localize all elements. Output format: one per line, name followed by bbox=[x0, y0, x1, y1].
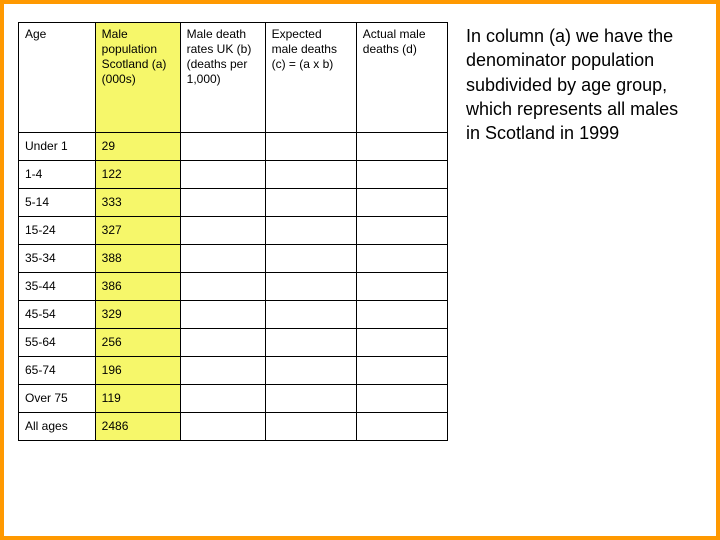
cell-pop: 386 bbox=[95, 273, 180, 301]
cell-rate bbox=[180, 245, 265, 273]
cell-pop: 29 bbox=[95, 133, 180, 161]
table-row: 1-4 122 bbox=[19, 161, 448, 189]
cell-rate bbox=[180, 273, 265, 301]
table-row: Under 1 29 bbox=[19, 133, 448, 161]
table-row: 55-64 256 bbox=[19, 329, 448, 357]
cell-rate bbox=[180, 301, 265, 329]
cell-pop: 256 bbox=[95, 329, 180, 357]
col-header-rate: Male death rates UK (b) (deaths per 1,00… bbox=[180, 23, 265, 133]
table-row: All ages 2486 bbox=[19, 413, 448, 441]
cell-rate bbox=[180, 357, 265, 385]
cell-pop: 196 bbox=[95, 357, 180, 385]
cell-exp bbox=[265, 301, 356, 329]
cell-act bbox=[356, 273, 447, 301]
cell-act bbox=[356, 161, 447, 189]
cell-rate bbox=[180, 189, 265, 217]
cell-exp bbox=[265, 133, 356, 161]
explanatory-caption: In column (a) we have the denominator po… bbox=[466, 22, 702, 518]
cell-rate bbox=[180, 133, 265, 161]
cell-age: Over 75 bbox=[19, 385, 96, 413]
table-row: 15-24 327 bbox=[19, 217, 448, 245]
col-header-exp: Expected male deaths (c) = (a x b) bbox=[265, 23, 356, 133]
table-row: 5-14 333 bbox=[19, 189, 448, 217]
cell-exp bbox=[265, 217, 356, 245]
cell-age: 35-34 bbox=[19, 245, 96, 273]
cell-act bbox=[356, 217, 447, 245]
cell-act bbox=[356, 357, 447, 385]
col-header-age: Age bbox=[19, 23, 96, 133]
cell-exp bbox=[265, 161, 356, 189]
cell-age: 15-24 bbox=[19, 217, 96, 245]
cell-exp bbox=[265, 357, 356, 385]
population-table: Age Male population Scotland (a) (000s) … bbox=[18, 22, 448, 441]
cell-rate bbox=[180, 329, 265, 357]
cell-rate bbox=[180, 161, 265, 189]
col-header-act: Actual male deaths (d) bbox=[356, 23, 447, 133]
cell-exp bbox=[265, 413, 356, 441]
cell-rate bbox=[180, 413, 265, 441]
cell-rate bbox=[180, 385, 265, 413]
cell-act bbox=[356, 413, 447, 441]
cell-exp bbox=[265, 189, 356, 217]
cell-pop: 122 bbox=[95, 161, 180, 189]
cell-age: 55-64 bbox=[19, 329, 96, 357]
cell-pop: 119 bbox=[95, 385, 180, 413]
cell-age: 1-4 bbox=[19, 161, 96, 189]
cell-age: 35-44 bbox=[19, 273, 96, 301]
cell-rate bbox=[180, 217, 265, 245]
cell-age: 65-74 bbox=[19, 357, 96, 385]
col-header-pop: Male population Scotland (a) (000s) bbox=[95, 23, 180, 133]
table-row: 65-74 196 bbox=[19, 357, 448, 385]
cell-age: All ages bbox=[19, 413, 96, 441]
cell-act bbox=[356, 301, 447, 329]
cell-act bbox=[356, 133, 447, 161]
cell-act bbox=[356, 189, 447, 217]
cell-exp bbox=[265, 329, 356, 357]
table-row: 35-44 386 bbox=[19, 273, 448, 301]
table-body: Under 1 29 1-4 122 5-14 333 bbox=[19, 133, 448, 441]
table-row: 35-34 388 bbox=[19, 245, 448, 273]
table-row: 45-54 329 bbox=[19, 301, 448, 329]
cell-pop: 2486 bbox=[95, 413, 180, 441]
cell-act bbox=[356, 245, 447, 273]
cell-act bbox=[356, 329, 447, 357]
cell-pop: 327 bbox=[95, 217, 180, 245]
cell-age: Under 1 bbox=[19, 133, 96, 161]
cell-exp bbox=[265, 245, 356, 273]
table-header-row: Age Male population Scotland (a) (000s) … bbox=[19, 23, 448, 133]
slide-frame: Age Male population Scotland (a) (000s) … bbox=[0, 0, 720, 540]
cell-pop: 388 bbox=[95, 245, 180, 273]
table-row: Over 75 119 bbox=[19, 385, 448, 413]
cell-exp bbox=[265, 385, 356, 413]
cell-act bbox=[356, 385, 447, 413]
cell-pop: 333 bbox=[95, 189, 180, 217]
cell-age: 5-14 bbox=[19, 189, 96, 217]
cell-exp bbox=[265, 273, 356, 301]
data-table-wrap: Age Male population Scotland (a) (000s) … bbox=[18, 22, 448, 518]
cell-age: 45-54 bbox=[19, 301, 96, 329]
cell-pop: 329 bbox=[95, 301, 180, 329]
